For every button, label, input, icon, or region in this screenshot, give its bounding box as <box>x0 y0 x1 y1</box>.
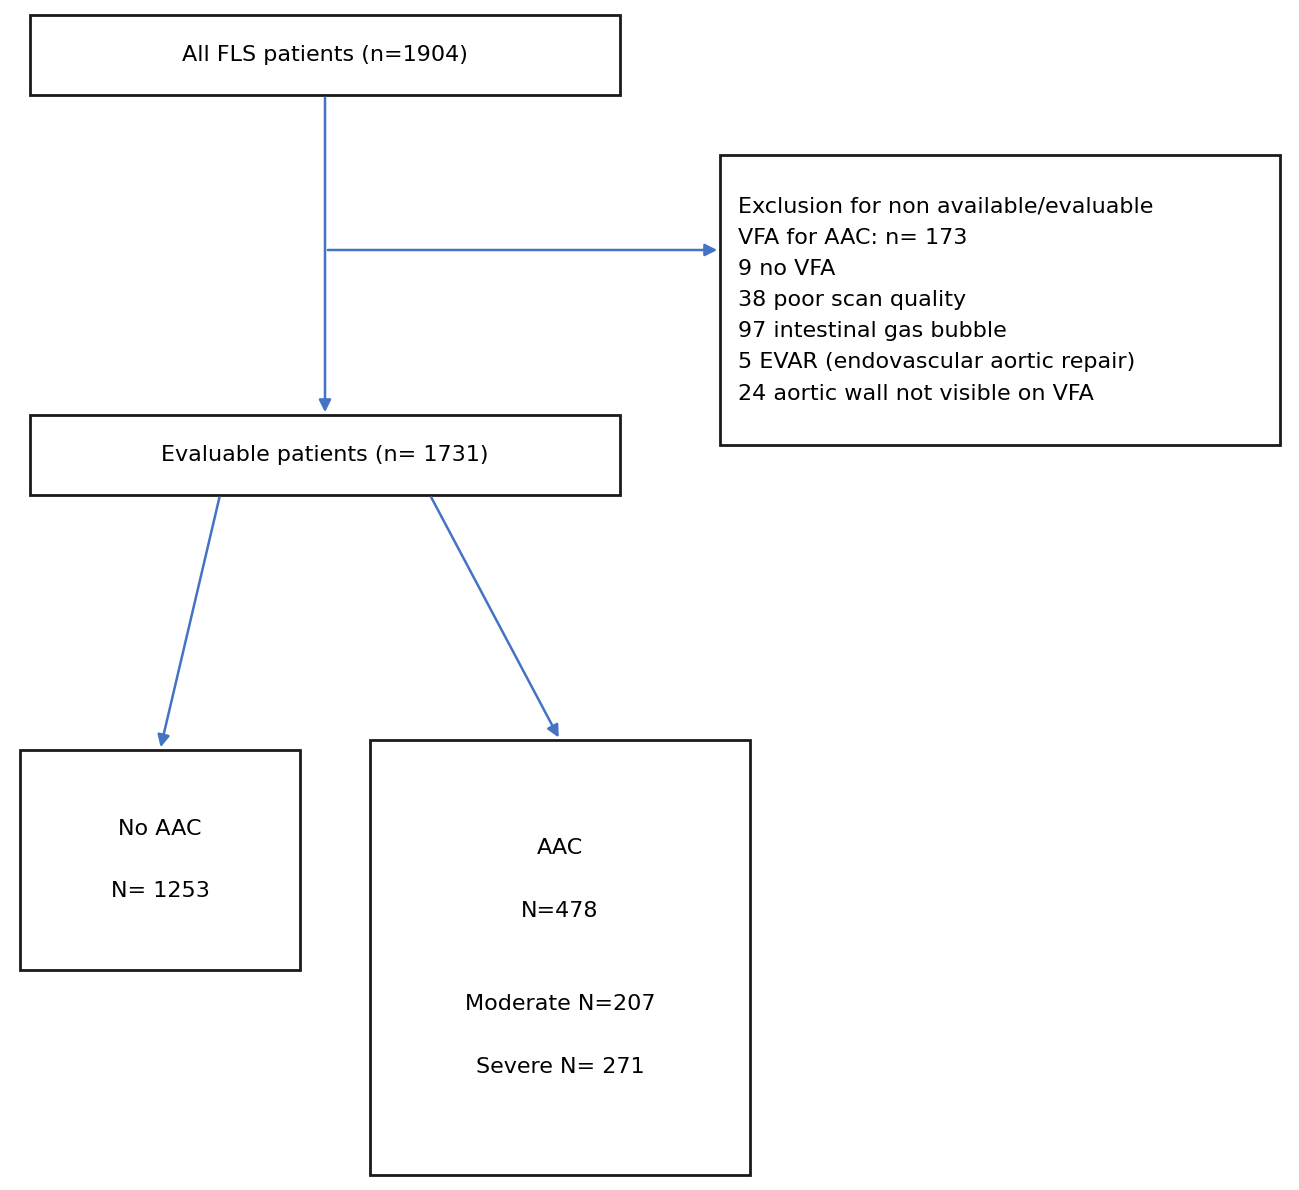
Bar <box>19 750 300 970</box>
Text: No AAC

N= 1253: No AAC N= 1253 <box>110 819 209 901</box>
Bar <box>370 740 750 1175</box>
Text: AAC

N=478


Moderate N=207

Severe N= 271: AAC N=478 Moderate N=207 Severe N= 271 <box>465 838 655 1077</box>
Bar <box>30 15 620 95</box>
Text: All FLS patients (n=1904): All FLS patients (n=1904) <box>182 45 468 65</box>
Bar <box>720 155 1280 445</box>
Text: Evaluable patients (n= 1731): Evaluable patients (n= 1731) <box>161 445 488 465</box>
Bar <box>30 415 620 495</box>
Text: Exclusion for non available/evaluable
VFA for AAC: n= 173
9 no VFA
38 poor scan : Exclusion for non available/evaluable VF… <box>738 196 1154 403</box>
